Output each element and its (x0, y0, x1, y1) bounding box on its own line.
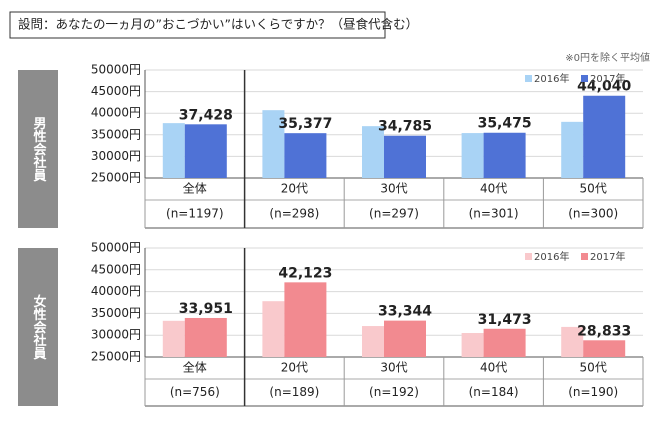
y-tick-label: 40000円 (91, 106, 141, 120)
side-label: 女性会社員 (31, 294, 48, 361)
legend-swatch (581, 75, 588, 82)
bar (583, 340, 626, 357)
side-label: 男性会社員 (31, 117, 48, 183)
bar (461, 133, 484, 178)
x-tick-label: 20代 (281, 361, 308, 375)
x-tick-label: 20代 (281, 182, 308, 196)
y-tick-label: 45000円 (91, 262, 141, 276)
sample-size: (n=298) (269, 207, 319, 221)
legend-swatch (581, 253, 588, 260)
legend-label: 2017年 (590, 72, 625, 85)
data-label: 33,951 (179, 301, 233, 317)
bar (561, 326, 584, 357)
data-label: 37,428 (179, 107, 233, 123)
bar (583, 95, 626, 178)
y-tick-label: 40000円 (91, 284, 141, 298)
question: 設問：あなたの一ヵ月の”おこづかい”はいくらですか？（昼食代含む） (18, 17, 418, 32)
y-tick-label: 45000円 (91, 84, 141, 98)
legend-swatch (525, 75, 532, 82)
data-label: 35,475 (478, 116, 532, 132)
y-tick-label: 50000円 (91, 63, 141, 77)
bar (184, 317, 227, 357)
legend-label: 2017年 (590, 250, 625, 263)
note: ※0円を除く平均値 (565, 51, 650, 64)
y-tick-label: 30000円 (91, 149, 141, 163)
bar (362, 326, 384, 357)
legend-label: 2016年 (534, 72, 569, 85)
data-label: 33,344 (378, 304, 432, 320)
y-tick-label: 35000円 (91, 306, 141, 320)
bar (461, 333, 484, 357)
question-box (9, 11, 386, 39)
y-tick-label: 30000円 (91, 328, 141, 342)
x-tick-label: 30代 (380, 182, 407, 196)
y-tick-label: 25000円 (91, 350, 141, 364)
bar (162, 123, 185, 178)
data-label: 31,473 (478, 312, 532, 328)
x-tick-label: 50代 (580, 361, 607, 375)
sample-size: (n=301) (469, 207, 519, 221)
y-tick-label: 35000円 (91, 127, 141, 141)
sample-size: (n=192) (369, 385, 419, 399)
x-tick-label: 40代 (480, 182, 507, 196)
bar (284, 133, 327, 178)
legend-swatch (525, 253, 532, 260)
bar (362, 126, 384, 178)
side-label-box (18, 70, 58, 228)
bar (561, 121, 584, 178)
sample-size: (n=300) (568, 207, 618, 221)
bar (262, 301, 285, 357)
sample-size: (n=1197) (166, 207, 224, 221)
data-label: 35,377 (278, 116, 332, 132)
data-label: 44,040 (577, 79, 631, 95)
sample-size: (n=756) (170, 385, 220, 399)
sample-size: (n=297) (369, 207, 419, 221)
x-tick-label: 全体 (183, 360, 207, 375)
legend-label: 2016年 (534, 250, 569, 263)
data-label: 34,785 (378, 119, 432, 135)
bar (483, 132, 526, 178)
sample-size: (n=184) (469, 385, 519, 399)
bar (262, 110, 285, 178)
bar (162, 320, 185, 357)
x-tick-label: 40代 (480, 361, 507, 375)
sample-size: (n=189) (269, 385, 319, 399)
x-tick-label: 50代 (580, 182, 607, 196)
data-label: 42,123 (278, 265, 332, 281)
bar (384, 135, 426, 178)
x-tick-label: 全体 (183, 181, 207, 196)
x-tick-label: 30代 (380, 361, 407, 375)
bar (184, 124, 227, 178)
y-tick-label: 50000円 (91, 241, 141, 255)
bar (284, 282, 327, 357)
side-label-box (18, 248, 58, 406)
bar (483, 328, 526, 357)
sample-size: (n=190) (568, 385, 618, 399)
data-label: 28,833 (577, 323, 631, 339)
bar (384, 320, 426, 357)
y-tick-label: 25000円 (91, 171, 141, 185)
